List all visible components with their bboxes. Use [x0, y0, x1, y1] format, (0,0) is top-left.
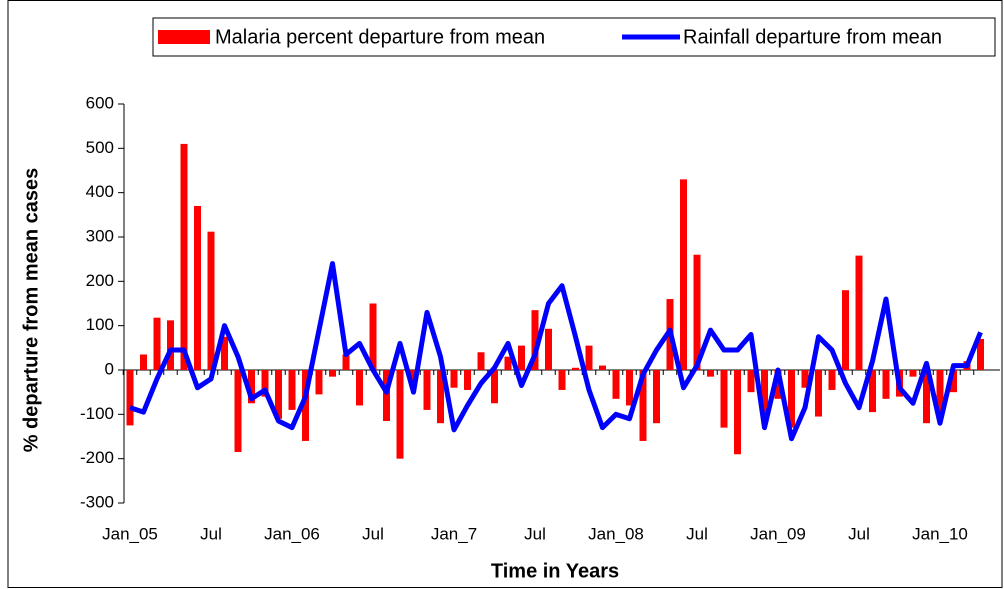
bar	[734, 370, 741, 455]
bar	[815, 370, 822, 417]
bar	[774, 370, 782, 399]
bar	[275, 370, 282, 419]
bar	[653, 370, 660, 424]
bar	[693, 254, 701, 370]
x-tick-label: Jan_09	[750, 524, 806, 543]
bar	[423, 370, 431, 410]
x-tick-label: Jul	[362, 524, 384, 543]
bar	[855, 255, 863, 370]
bar	[977, 338, 984, 370]
bar	[612, 370, 620, 399]
bar	[342, 354, 350, 370]
legend-label: Rainfall departure from mean	[683, 26, 942, 48]
bar	[396, 370, 404, 459]
bar	[410, 370, 417, 384]
bar	[882, 370, 890, 399]
bar	[720, 370, 728, 428]
y-tick-label: 200	[86, 271, 114, 290]
bar	[288, 370, 296, 410]
bar	[248, 370, 255, 404]
bar	[869, 370, 876, 413]
x-axis-title: Time in Years	[491, 560, 619, 582]
x-tick-label: Jan_7	[431, 524, 477, 543]
bar	[572, 367, 579, 370]
x-tick-label: Jan_10	[912, 524, 968, 543]
bar	[383, 370, 390, 421]
y-tick-label: 400	[86, 182, 114, 201]
bar	[518, 345, 525, 370]
bar	[761, 370, 768, 415]
bar	[153, 317, 161, 370]
y-tick-label: 300	[86, 226, 114, 245]
x-tick-label: Jul	[200, 524, 222, 543]
bar	[302, 370, 309, 441]
chart-frame	[7, 0, 1003, 588]
x-tick-label: Jan_06	[264, 524, 320, 543]
bar	[909, 370, 917, 377]
legend-box	[152, 17, 996, 57]
x-tick-label: Jul	[848, 524, 870, 543]
bar	[504, 356, 512, 370]
bar	[788, 370, 795, 428]
bar	[558, 370, 566, 390]
y-axis-title: % departure from mean cases	[20, 168, 42, 453]
bar	[747, 370, 755, 393]
bar	[477, 352, 485, 370]
x-tick-label: Jul	[686, 524, 708, 543]
bar	[936, 370, 944, 413]
bar	[639, 370, 647, 441]
bar	[315, 370, 323, 395]
bar	[261, 370, 269, 397]
legend-label: Malaria percent departure from mean	[215, 26, 545, 48]
legend-swatch	[158, 30, 210, 44]
bar	[329, 370, 336, 377]
bar	[599, 365, 606, 370]
bar	[140, 354, 147, 370]
y-tick-label: 500	[86, 138, 114, 157]
x-tick-label: Jan_05	[102, 524, 158, 543]
bar	[545, 328, 552, 370]
bar	[369, 303, 377, 370]
bar	[207, 231, 215, 370]
x-tick-label: Jan_08	[588, 524, 644, 543]
bar	[585, 345, 593, 370]
y-tick-label: 600	[86, 93, 114, 112]
bar	[464, 370, 471, 390]
bar	[828, 370, 836, 390]
bar	[680, 179, 687, 370]
bar	[450, 370, 458, 388]
x-tick-label: Jul	[524, 524, 546, 543]
bar	[950, 370, 957, 393]
bar	[531, 310, 539, 370]
bar	[180, 143, 188, 370]
y-tick-label: -100	[80, 404, 114, 423]
bar	[626, 370, 633, 406]
bar	[437, 370, 444, 424]
bar	[221, 336, 228, 370]
bar	[167, 320, 174, 370]
bar	[707, 370, 714, 377]
y-tick-label: -300	[80, 492, 114, 511]
y-tick-label: 0	[105, 359, 114, 378]
bar	[234, 370, 242, 453]
bar	[491, 370, 498, 404]
y-tick-label: 100	[86, 315, 114, 334]
line	[129, 261, 983, 442]
bar	[126, 370, 134, 426]
bar	[801, 370, 809, 388]
bar	[194, 205, 201, 370]
bar	[923, 370, 930, 424]
bar	[842, 290, 849, 370]
y-tick-label: -200	[80, 448, 114, 467]
bar	[356, 370, 363, 406]
